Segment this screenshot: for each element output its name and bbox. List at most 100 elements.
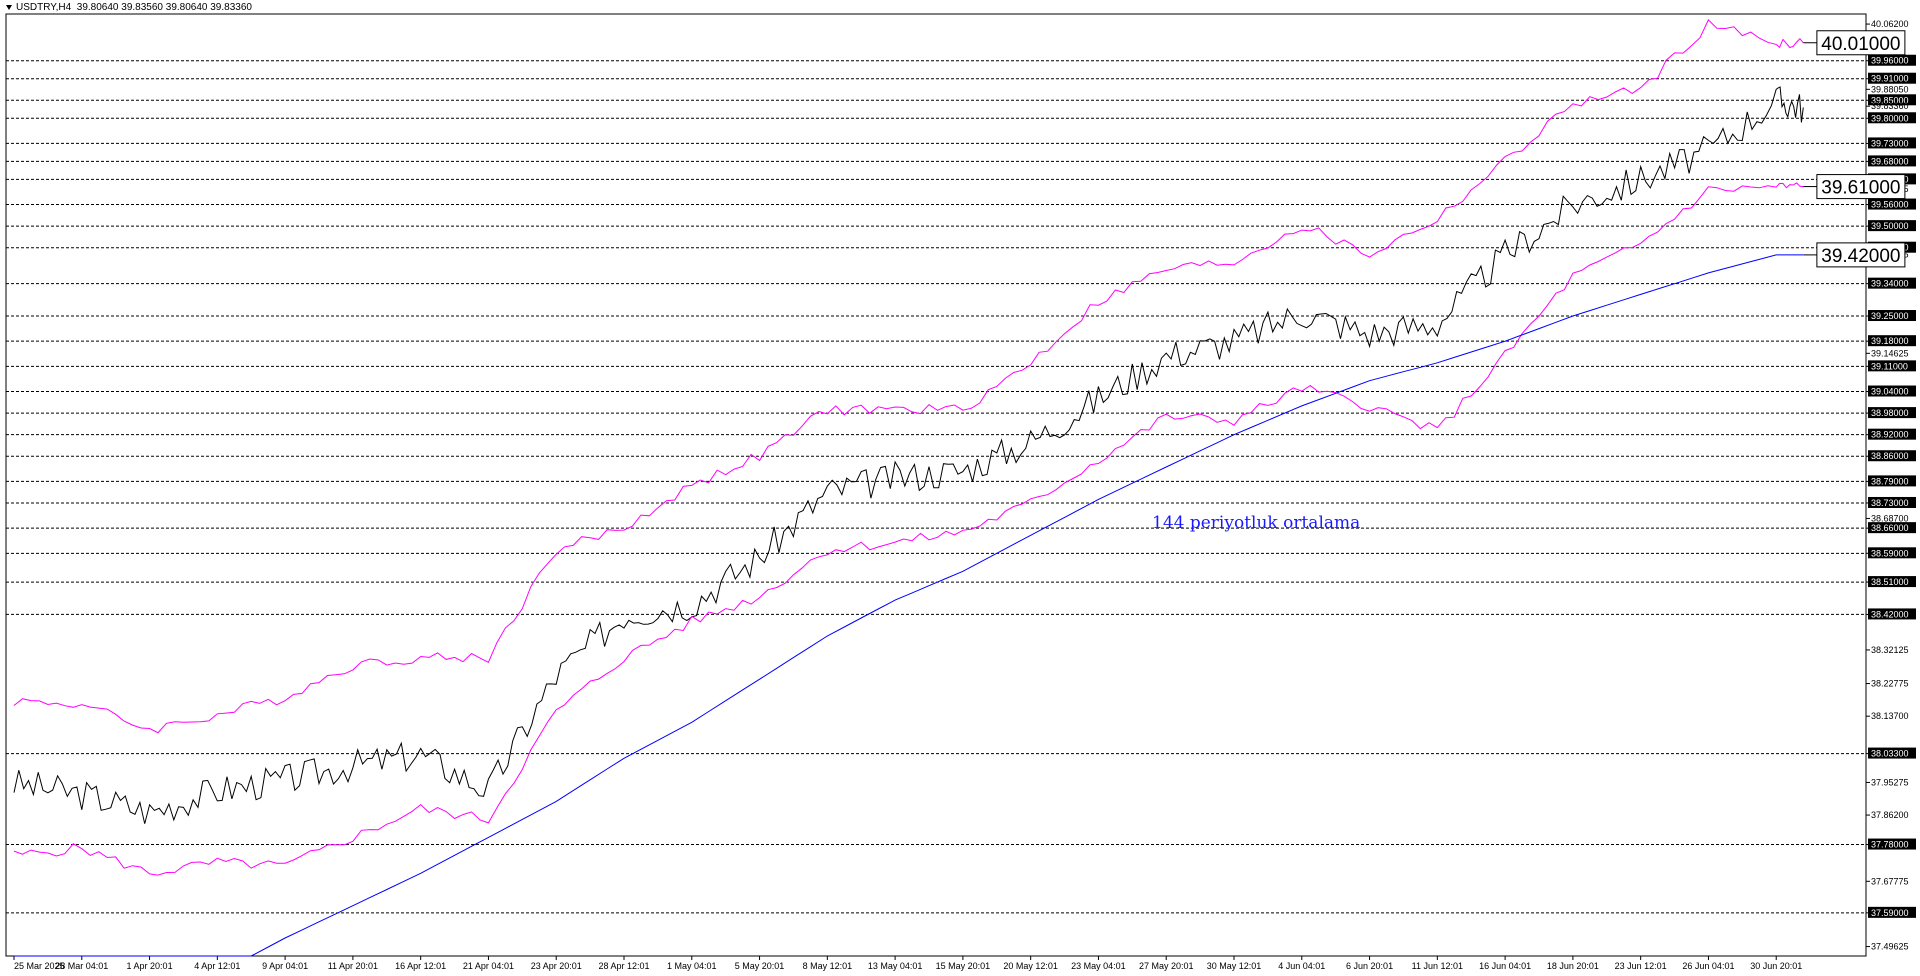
- level-price-tag: [1868, 475, 1916, 487]
- y-tick-label: 37.49625: [1871, 942, 1909, 952]
- y-tick-label: 39.18000: [1871, 336, 1909, 346]
- x-tick-label: 16 Jun 04:01: [1479, 961, 1531, 971]
- y-tick-label: 38.98000: [1871, 408, 1909, 418]
- level-price-tag: [1868, 155, 1916, 167]
- level-price-tag: [1868, 547, 1916, 559]
- level-price-tag: [1868, 310, 1916, 322]
- level-price-tag: [1868, 450, 1916, 462]
- x-tick-label: 13 May 04:01: [868, 961, 923, 971]
- y-tick-label: 38.32125: [1871, 645, 1909, 655]
- upper-band-value-label-box: [1816, 30, 1906, 56]
- ma-annotation: 144 periyotluk ortalama: [1152, 513, 1360, 533]
- dropdown-triangle-icon[interactable]: [6, 4, 12, 10]
- series-line-lower-band: [13, 182, 1804, 876]
- y-tick-label: 39.56000: [1871, 200, 1909, 210]
- x-tick-label: 30 May 12:01: [1207, 961, 1262, 971]
- y-tick-label: 37.78000: [1871, 840, 1909, 850]
- lower-band-value-label-box: [1816, 174, 1906, 200]
- x-tick-label: 28 Mar 04:01: [55, 961, 108, 971]
- y-tick-label: 38.03300: [1871, 749, 1909, 759]
- x-tick-label: 5 May 20:01: [735, 961, 785, 971]
- x-tick-label: 23 Apr 20:01: [531, 961, 582, 971]
- y-tick-label: 37.95275: [1871, 777, 1909, 787]
- level-price-tag: [1868, 335, 1916, 347]
- x-tick-label: 18 Jun 20:01: [1547, 961, 1599, 971]
- y-tick-label: 38.59000: [1871, 548, 1909, 558]
- y-tick-label: 39.34000: [1871, 279, 1909, 289]
- y-tick-label: 39.04000: [1871, 387, 1909, 397]
- y-tick-label: 39.68000: [1871, 156, 1909, 166]
- x-tick-label: 16 Apr 12:01: [395, 961, 446, 971]
- x-tick-label: 27 May 20:01: [1139, 961, 1194, 971]
- x-tick-label: 8 May 12:01: [803, 961, 853, 971]
- level-price-tag: [1868, 428, 1916, 440]
- level-price-tag: [1868, 496, 1916, 508]
- x-tick-label: 6 Jun 20:01: [1346, 961, 1393, 971]
- x-tick-label: 11 Jun 12:01: [1412, 961, 1463, 971]
- x-tick-label: 15 May 20:01: [936, 961, 991, 971]
- x-tick-label: 23 May 04:01: [1071, 961, 1126, 971]
- y-tick-label: 38.42000: [1871, 609, 1909, 619]
- symbol-label: USDTRY,H4: [16, 2, 72, 13]
- chart-header: USDTRY,H4 39.80640 39.83560 39.80640 39.…: [6, 2, 252, 13]
- x-tick-label: 11 Apr 20:01: [328, 961, 378, 971]
- level-price-tag: [1868, 906, 1916, 918]
- y-tick-label: 37.67775: [1871, 876, 1909, 886]
- y-tick-label: 39.80000: [1871, 113, 1909, 123]
- y-tick-label: 38.66000: [1871, 523, 1909, 533]
- level-price-tag: [1868, 576, 1916, 588]
- series-line-price: [13, 86, 1804, 824]
- level-price-tag: [1868, 54, 1916, 66]
- y-tick-label: 39.83360: [1871, 101, 1909, 111]
- level-price-tag: [1868, 94, 1916, 106]
- level-price-tag: [1868, 522, 1916, 534]
- x-tick-label: 23 Jun 12:01: [1615, 961, 1667, 971]
- level-price-tag: [1868, 608, 1916, 620]
- y-tick-label: 39.88050: [1871, 84, 1909, 94]
- y-tick-label: 40.06200: [1871, 19, 1909, 29]
- y-tick-label: 39.25000: [1871, 311, 1909, 321]
- x-tick-label: 20 May 12:01: [1003, 961, 1058, 971]
- level-price-tag: [1868, 137, 1916, 149]
- y-tick-label: 38.86000: [1871, 451, 1909, 461]
- y-tick-label: 38.13700: [1871, 711, 1909, 721]
- plot-frame: [5, 13, 1867, 957]
- y-tick-label: 39.85000: [1871, 95, 1909, 105]
- x-tick-label: 25 Mar 2025: [14, 961, 65, 971]
- level-price-tag: [1868, 360, 1916, 372]
- y-tick-label: 39.50000: [1871, 221, 1909, 231]
- level-price-tag: [1868, 747, 1916, 759]
- level-price-tag: [1868, 220, 1916, 232]
- x-tick-label: 4 Jun 04:01: [1278, 961, 1325, 971]
- y-tick-label: 38.73000: [1871, 498, 1909, 508]
- y-tick-label: 37.59000: [1871, 908, 1909, 918]
- ma-value-label: 39.42000: [1821, 246, 1900, 267]
- level-price-tag: [1868, 407, 1916, 419]
- level-price-tag: [1868, 112, 1916, 124]
- x-tick-label: 26 Jun 04:01: [1682, 961, 1734, 971]
- y-tick-label: 39.14625: [1871, 348, 1909, 358]
- series-line-moving-average: [14, 254, 1804, 957]
- y-tick-label: 38.22775: [1871, 679, 1909, 689]
- y-tick-label: 39.11000: [1871, 361, 1908, 371]
- x-tick-label: 4 Apr 12:01: [194, 961, 240, 971]
- x-tick-label: 9 Apr 04:01: [262, 961, 308, 971]
- y-tick-label: 39.73000: [1871, 138, 1909, 148]
- y-tick-label: 38.79000: [1871, 476, 1909, 486]
- y-tick-label: 38.68700: [1871, 513, 1909, 523]
- y-tick-label: 37.86200: [1871, 810, 1909, 820]
- y-tick-label: 38.92000: [1871, 430, 1909, 440]
- ma-value-label-box: [1816, 242, 1906, 268]
- level-price-tag: [1868, 72, 1916, 84]
- level-price-tag: [1868, 838, 1916, 850]
- x-tick-label: 1 May 04:01: [667, 961, 717, 971]
- level-price-tag: [1868, 277, 1916, 289]
- lower-band-value-label: 39.61000: [1821, 178, 1900, 199]
- level-price-tag: [1868, 198, 1916, 210]
- upper-band-value-label: 40.01000: [1821, 34, 1900, 55]
- y-tick-label: 39.96000: [1871, 56, 1909, 66]
- x-tick-label: 30 Jun 20:01: [1750, 961, 1802, 971]
- series-line-upper-band: [13, 19, 1804, 734]
